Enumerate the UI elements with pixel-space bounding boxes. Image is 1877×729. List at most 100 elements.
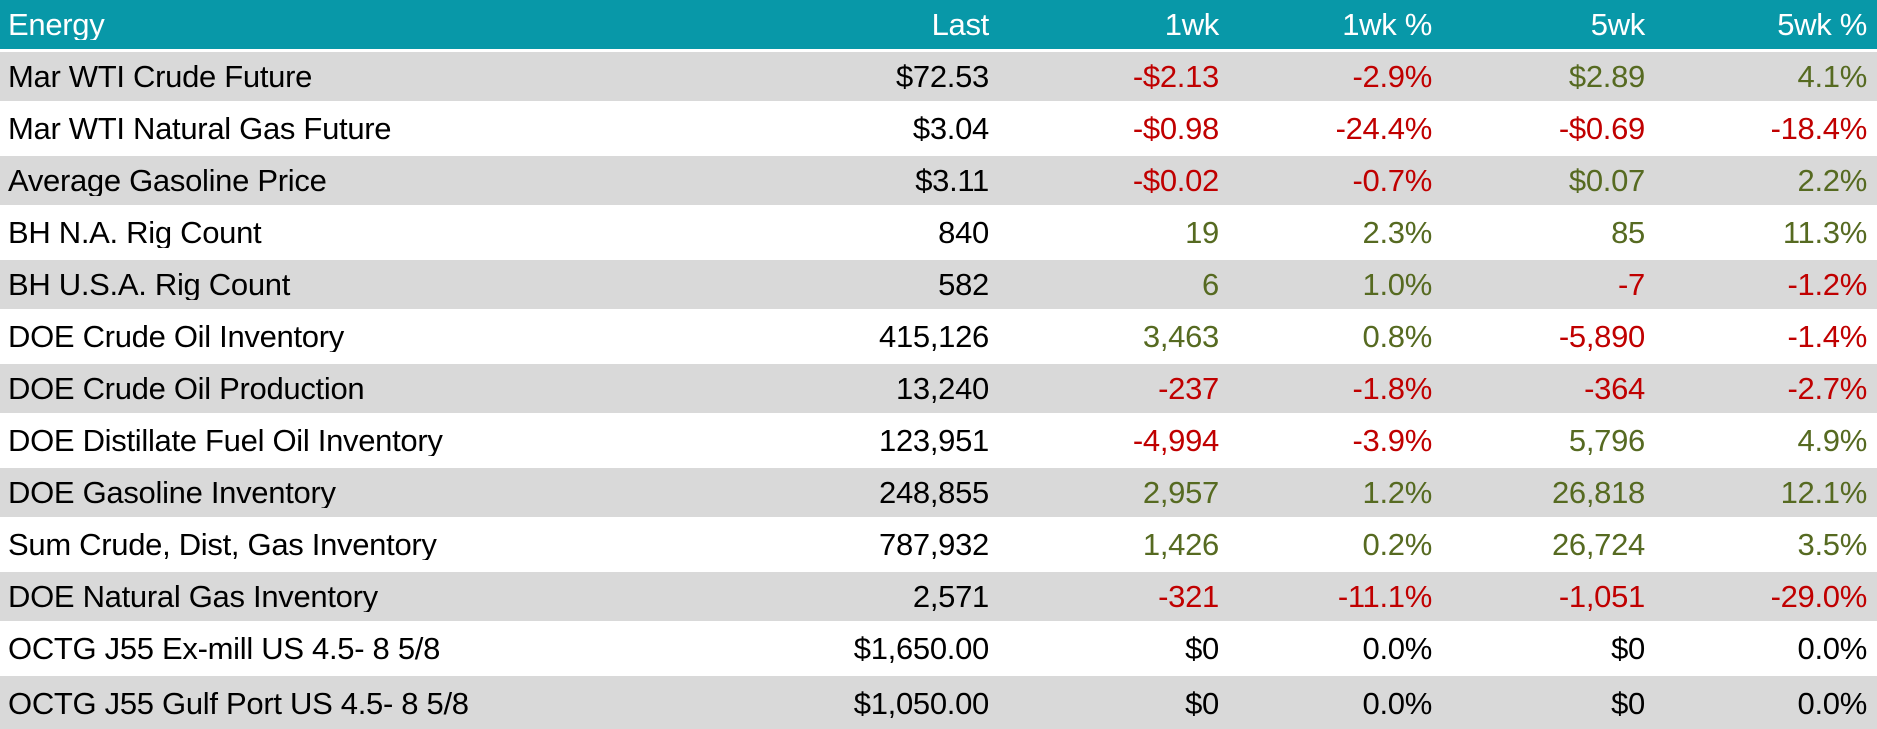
cell-5wk[interactable]: 26,818 bbox=[1551, 477, 1645, 508]
cell-1wk[interactable]: 1,426 bbox=[1142, 529, 1219, 560]
cell-last[interactable]: 415,126 bbox=[879, 321, 989, 352]
table-row: Average Gasoline Price $3.11 -$0.02 -0.7% $0… bbox=[0, 156, 1877, 208]
cell-last[interactable]: 248,855 bbox=[879, 477, 989, 508]
cell-5wk[interactable]: 5,796 bbox=[1568, 425, 1645, 456]
cell-1wk-pct[interactable]: -1.8% bbox=[1352, 373, 1433, 404]
cell-1wk[interactable]: -$2.13 bbox=[1132, 61, 1219, 92]
cell-5wk-pct[interactable]: -1.4% bbox=[1787, 321, 1868, 352]
cell-1wk[interactable]: 3,463 bbox=[1142, 321, 1219, 352]
table-row: Mar WTI Natural Gas Future $3.04 -$0.98 -24… bbox=[0, 104, 1877, 156]
cell-5wk[interactable]: 26,724 bbox=[1551, 529, 1645, 560]
cell-1wk[interactable]: -$0.98 bbox=[1132, 113, 1219, 144]
table-row: DOE Gasoline Inventory 248,855 2,957 1.2% 26… bbox=[0, 468, 1877, 520]
cell-5wk-pct[interactable]: -1.2% bbox=[1787, 269, 1868, 300]
cell-1wk-pct[interactable]: 1.2% bbox=[1362, 477, 1433, 508]
cell-1wk-pct[interactable]: 1.0% bbox=[1362, 269, 1433, 300]
cell-5wk[interactable]: $2.89 bbox=[1568, 61, 1645, 92]
cell-5wk-pct[interactable]: -2.7% bbox=[1787, 373, 1868, 404]
cell-1wk[interactable]: -237 bbox=[1158, 373, 1219, 404]
cell-1wk-pct[interactable]: -24.4% bbox=[1335, 113, 1433, 144]
row-label[interactable]: Sum Crude, Dist, Gas Inventory bbox=[8, 529, 437, 560]
cell-last[interactable]: 787,932 bbox=[879, 529, 989, 560]
table-row: DOE Distillate Fuel Oil Inventory 123,951… bbox=[0, 416, 1877, 468]
cell-1wk-pct[interactable]: -3.9% bbox=[1352, 425, 1433, 456]
cell-last[interactable]: $1,050.00 bbox=[853, 687, 990, 719]
header-cell-last[interactable]: Last bbox=[931, 9, 990, 40]
header-cell-wk5p[interactable]: 5wk % bbox=[1777, 9, 1867, 40]
row-label[interactable]: DOE Crude Oil Production bbox=[8, 373, 365, 404]
cell-1wk-pct[interactable]: 0.0% bbox=[1362, 633, 1433, 664]
table-row: OCTG J55 Gulf Port US 4.5- 8 5/8 $1,050.0… bbox=[0, 676, 1877, 729]
cell-1wk-pct[interactable]: 0.8% bbox=[1362, 321, 1433, 352]
cell-last[interactable]: 13,240 bbox=[895, 373, 989, 404]
cell-last[interactable]: $1,650.00 bbox=[853, 633, 990, 664]
header-cell-wk1p[interactable]: 1wk % bbox=[1342, 9, 1432, 40]
table-body: Mar WTI Crude Future $72.53 -$2.13 -2.9% $2.… bbox=[0, 52, 1877, 729]
cell-5wk-pct[interactable]: 3.5% bbox=[1797, 529, 1868, 560]
cell-1wk[interactable]: -4,994 bbox=[1132, 425, 1219, 456]
row-label[interactable]: Mar WTI Crude Future bbox=[8, 61, 313, 92]
row-label[interactable]: DOE Distillate Fuel Oil Inventory bbox=[8, 425, 443, 456]
table-row: DOE Natural Gas Inventory 2,571 -321 -11.1%… bbox=[0, 572, 1877, 624]
cell-5wk-pct[interactable]: 4.1% bbox=[1797, 61, 1868, 92]
cell-1wk-pct[interactable]: -2.9% bbox=[1352, 61, 1433, 92]
row-label[interactable]: BH U.S.A. Rig Count bbox=[8, 269, 291, 300]
cell-last[interactable]: $3.04 bbox=[912, 113, 989, 144]
cell-5wk-pct[interactable]: -29.0% bbox=[1770, 581, 1868, 612]
cell-5wk[interactable]: -5,890 bbox=[1558, 321, 1645, 352]
header-cell-wk5[interactable]: 5wk bbox=[1590, 9, 1646, 40]
cell-last[interactable]: $72.53 bbox=[895, 61, 989, 92]
cell-1wk-pct[interactable]: 2.3% bbox=[1362, 217, 1433, 248]
cell-1wk-pct[interactable]: 0.2% bbox=[1362, 529, 1433, 560]
cell-last[interactable]: 2,571 bbox=[912, 581, 989, 612]
cell-5wk-pct[interactable]: 0.0% bbox=[1797, 633, 1868, 664]
cell-5wk-pct[interactable]: 4.9% bbox=[1797, 425, 1868, 456]
table-row: Mar WTI Crude Future $72.53 -$2.13 -2.9% $2.… bbox=[0, 52, 1877, 104]
row-label[interactable]: Mar WTI Natural Gas Future bbox=[8, 113, 392, 144]
table-row: DOE Crude Oil Production 13,240 -237 -1.8% -… bbox=[0, 364, 1877, 416]
table-header-row: Energy Last 1wk 1wk % 5wk 5wk % bbox=[0, 0, 1877, 52]
cell-1wk[interactable]: 19 bbox=[1185, 217, 1219, 248]
cell-5wk-pct[interactable]: 2.2% bbox=[1797, 165, 1868, 196]
cell-5wk[interactable]: -364 bbox=[1584, 373, 1645, 404]
cell-5wk[interactable]: -1,051 bbox=[1558, 581, 1645, 612]
header-cell-name[interactable]: Energy bbox=[8, 9, 105, 40]
header-cell-wk1[interactable]: 1wk bbox=[1164, 9, 1220, 40]
cell-1wk-pct[interactable]: -11.1% bbox=[1337, 581, 1432, 612]
cell-5wk[interactable]: $0.07 bbox=[1568, 165, 1645, 196]
row-label[interactable]: BH N.A. Rig Count bbox=[8, 217, 262, 248]
cell-5wk[interactable]: $0 bbox=[1611, 687, 1645, 719]
cell-last[interactable]: 582 bbox=[938, 269, 989, 300]
cell-5wk-pct[interactable]: 12.1% bbox=[1780, 477, 1868, 508]
cell-1wk[interactable]: -$0.02 bbox=[1132, 165, 1219, 196]
cell-1wk[interactable]: 6 bbox=[1202, 269, 1219, 300]
cell-1wk[interactable]: -321 bbox=[1158, 581, 1219, 612]
table-row: DOE Crude Oil Inventory 415,126 3,463 0.8% -… bbox=[0, 312, 1877, 364]
cell-5wk[interactable]: 85 bbox=[1611, 217, 1645, 248]
table-row: BH U.S.A. Rig Count 582 6 1.0% -7 -1.2% bbox=[0, 260, 1877, 312]
cell-5wk-pct[interactable]: 11.3% bbox=[1782, 217, 1867, 248]
cell-1wk[interactable]: 2,957 bbox=[1142, 477, 1219, 508]
cell-5wk-pct[interactable]: 0.0% bbox=[1797, 687, 1868, 719]
row-label[interactable]: DOE Natural Gas Inventory bbox=[8, 581, 378, 612]
cell-last[interactable]: 123,951 bbox=[879, 425, 989, 456]
row-label[interactable]: Average Gasoline Price bbox=[8, 165, 327, 196]
cell-1wk[interactable]: $0 bbox=[1185, 687, 1219, 719]
cell-last[interactable]: $3.11 bbox=[915, 165, 989, 196]
row-label[interactable]: DOE Gasoline Inventory bbox=[8, 477, 336, 508]
cell-1wk-pct[interactable]: 0.0% bbox=[1362, 687, 1433, 719]
row-label[interactable]: OCTG J55 Ex-mill US 4.5- 8 5/8 bbox=[8, 633, 441, 664]
cell-1wk-pct[interactable]: -0.7% bbox=[1352, 165, 1433, 196]
row-label[interactable]: DOE Crude Oil Inventory bbox=[8, 321, 344, 352]
cell-5wk[interactable]: -7 bbox=[1618, 269, 1645, 300]
cell-5wk-pct[interactable]: -18.4% bbox=[1770, 113, 1868, 144]
cell-5wk[interactable]: -$0.69 bbox=[1558, 113, 1645, 144]
table-row: BH N.A. Rig Count 840 19 2.3% 85 11.3% bbox=[0, 208, 1877, 260]
cell-5wk[interactable]: $0 bbox=[1611, 633, 1645, 664]
table-row: Sum Crude, Dist, Gas Inventory 787,932 1,4… bbox=[0, 520, 1877, 572]
table-row: OCTG J55 Ex-mill US 4.5- 8 5/8 $1,650.00 $… bbox=[0, 624, 1877, 676]
cell-1wk[interactable]: $0 bbox=[1185, 633, 1219, 664]
cell-last[interactable]: 840 bbox=[938, 217, 989, 248]
row-label[interactable]: OCTG J55 Gulf Port US 4.5- 8 5/8 bbox=[8, 687, 469, 719]
